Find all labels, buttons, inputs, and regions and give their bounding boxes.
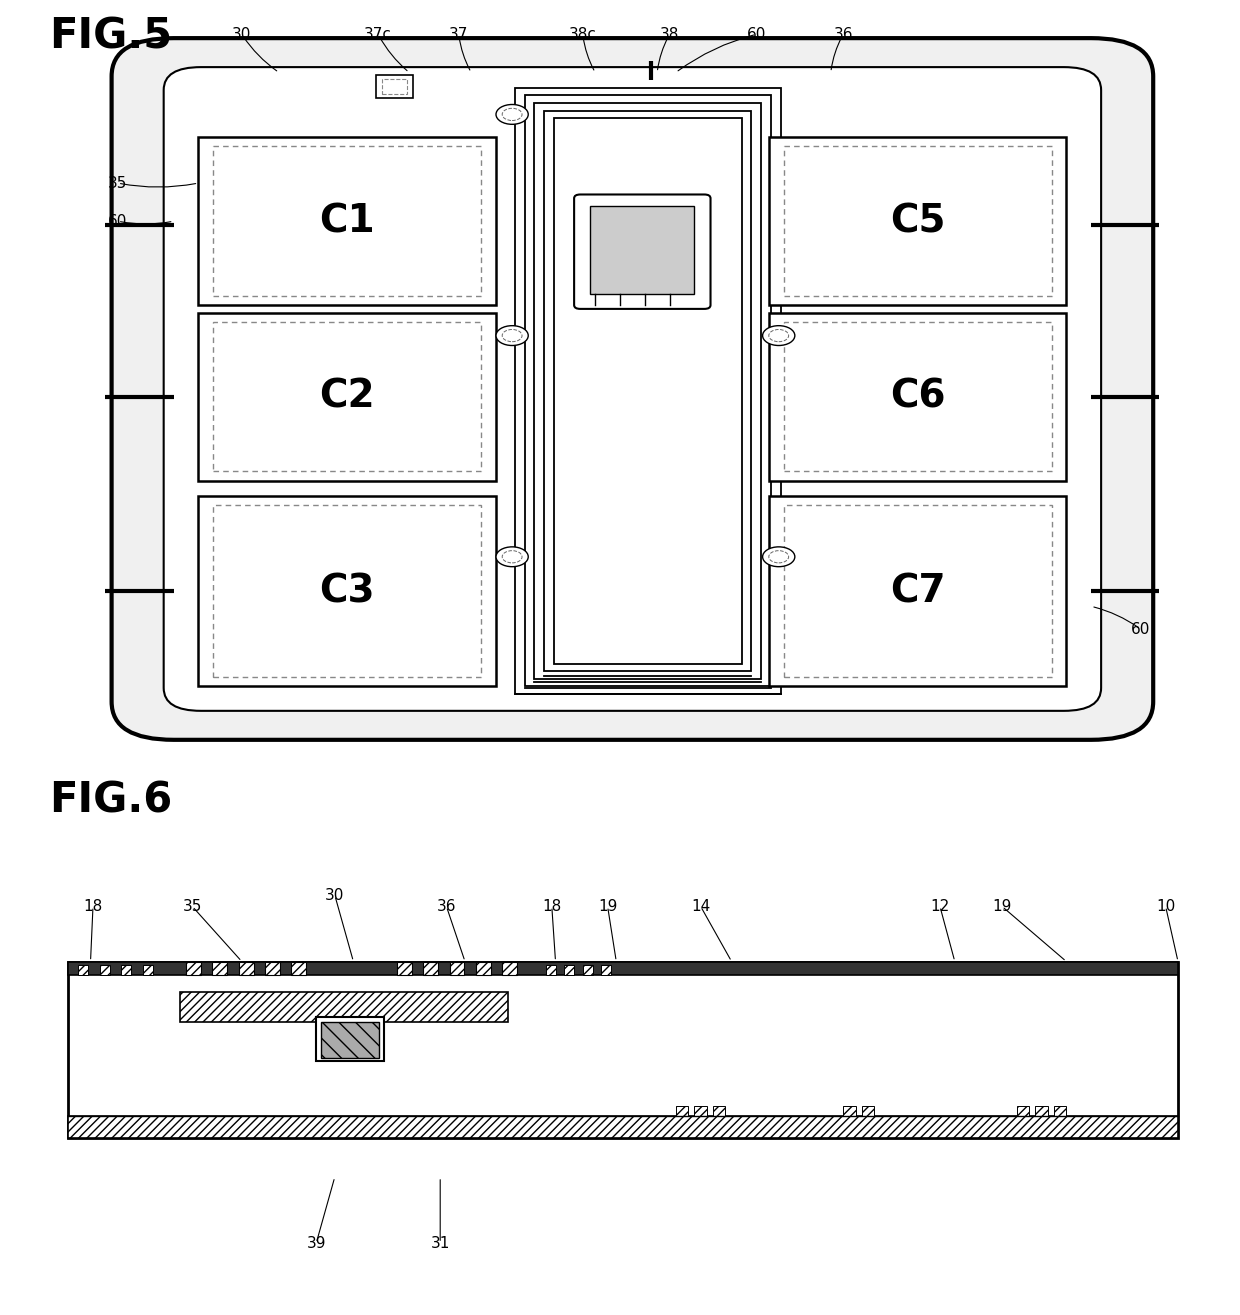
Bar [68, 1116, 1178, 1139]
Text: FIG.5: FIG.5 [50, 16, 172, 58]
Circle shape [502, 108, 522, 121]
Text: 38c: 38c [569, 26, 596, 42]
Bar [476, 961, 491, 976]
Bar [198, 137, 496, 305]
FancyBboxPatch shape [192, 84, 1073, 694]
Text: 37: 37 [449, 26, 469, 42]
Text: C1: C1 [320, 203, 374, 241]
Circle shape [502, 330, 522, 342]
Bar [525, 96, 771, 686]
Bar [502, 961, 517, 976]
FancyBboxPatch shape [112, 38, 1153, 740]
Bar [376, 75, 413, 97]
Bar [213, 146, 481, 296]
Circle shape [763, 326, 795, 346]
Text: 36: 36 [436, 898, 456, 914]
Circle shape [496, 547, 528, 567]
Text: 60: 60 [746, 26, 766, 42]
Bar [862, 1106, 874, 1116]
Bar [564, 965, 574, 976]
Text: C6: C6 [890, 377, 945, 416]
Bar [198, 313, 496, 480]
Bar [590, 206, 694, 293]
FancyBboxPatch shape [574, 195, 711, 309]
Bar [583, 965, 593, 976]
Text: 37c: 37c [365, 26, 392, 42]
Bar [122, 965, 131, 976]
Bar [423, 961, 438, 976]
Text: 36: 36 [833, 26, 853, 42]
Text: 60: 60 [108, 213, 128, 229]
Bar [784, 505, 1052, 677]
Bar [238, 961, 254, 976]
Bar [321, 1022, 379, 1059]
Bar [546, 965, 556, 976]
Text: FIG.6: FIG.6 [50, 780, 172, 822]
Text: 39: 39 [306, 1236, 326, 1251]
Text: 30: 30 [325, 888, 345, 903]
Text: C2: C2 [320, 377, 374, 416]
Bar [713, 1106, 725, 1116]
Text: C3: C3 [320, 572, 374, 610]
Bar [265, 961, 280, 976]
Text: 31: 31 [430, 1236, 450, 1251]
Text: 19: 19 [598, 898, 618, 914]
Circle shape [496, 104, 528, 125]
Bar [769, 496, 1066, 686]
Bar [213, 505, 481, 677]
Bar [769, 137, 1066, 305]
Bar [769, 313, 1066, 480]
Bar [450, 961, 465, 976]
Text: 30: 30 [232, 26, 252, 42]
Bar [180, 992, 508, 1022]
Circle shape [769, 551, 789, 563]
Bar [515, 88, 781, 694]
Circle shape [496, 326, 528, 346]
Text: 60: 60 [1131, 622, 1151, 636]
Text: 10: 10 [1156, 898, 1176, 914]
Bar [1017, 1106, 1029, 1116]
Bar [784, 322, 1052, 471]
Bar [186, 961, 201, 976]
Bar [382, 79, 407, 93]
Bar [68, 961, 1178, 1139]
Bar [99, 965, 109, 976]
Text: 38: 38 [660, 26, 680, 42]
Bar [143, 965, 153, 976]
Bar [213, 322, 481, 471]
Bar [1054, 1106, 1066, 1116]
Bar [784, 146, 1052, 296]
Circle shape [502, 551, 522, 563]
Text: 18: 18 [542, 898, 562, 914]
Bar [1035, 1106, 1048, 1116]
Text: 18: 18 [83, 898, 103, 914]
FancyBboxPatch shape [164, 67, 1101, 711]
Bar [564, 126, 732, 656]
Bar [843, 1106, 856, 1116]
Text: 35: 35 [108, 175, 128, 191]
Text: 12: 12 [930, 898, 950, 914]
Bar [676, 1106, 688, 1116]
Bar [212, 961, 227, 976]
Text: C7: C7 [890, 572, 945, 610]
Text: 14: 14 [691, 898, 711, 914]
Bar [291, 961, 306, 976]
Bar [694, 1106, 707, 1116]
Bar [68, 961, 1178, 976]
Circle shape [769, 330, 789, 342]
Bar [544, 110, 751, 671]
Circle shape [763, 547, 795, 567]
Bar [397, 961, 412, 976]
Text: C5: C5 [890, 203, 945, 241]
Bar [554, 118, 742, 664]
Bar [78, 965, 88, 976]
Bar [601, 965, 611, 976]
Bar [198, 496, 496, 686]
Text: 19: 19 [992, 898, 1012, 914]
Bar [316, 1016, 384, 1061]
Bar [534, 103, 761, 679]
Text: 35: 35 [182, 898, 202, 914]
